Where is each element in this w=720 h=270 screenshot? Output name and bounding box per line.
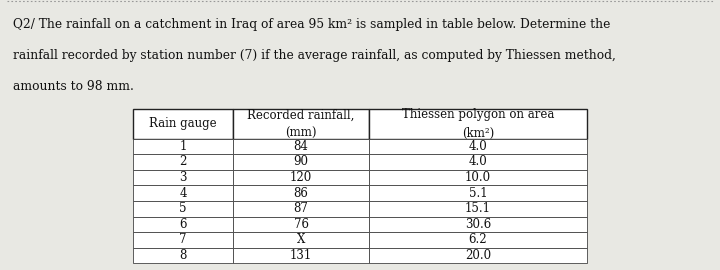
Text: 5: 5 [179,202,187,215]
Bar [133,232,233,248]
Text: Thiessen polygon on area: Thiessen polygon on area [402,108,554,121]
Bar [133,248,233,263]
Text: 90: 90 [294,156,309,168]
Text: Recorded rainfall,: Recorded rainfall, [248,108,355,121]
Bar [369,201,587,217]
Text: 6.2: 6.2 [469,233,487,247]
Text: 15.1: 15.1 [465,202,491,215]
Text: 8: 8 [179,249,186,262]
Text: 6: 6 [179,218,187,231]
Bar [233,109,369,139]
Text: 84: 84 [294,140,308,153]
Text: 2: 2 [179,156,186,168]
Bar [369,139,587,154]
Text: 86: 86 [294,187,308,200]
Bar [369,217,587,232]
Text: 20.0: 20.0 [465,249,491,262]
Text: 3: 3 [179,171,187,184]
Bar [369,170,587,185]
Bar [369,109,587,139]
Text: rainfall recorded by station number (7) if the average rainfall, as computed by : rainfall recorded by station number (7) … [13,49,616,62]
Text: 4.0: 4.0 [469,140,487,153]
Bar [233,232,369,248]
Text: X: X [297,233,305,247]
Bar [233,154,369,170]
Bar [233,248,369,263]
Bar [133,170,233,185]
Text: 7: 7 [179,233,187,247]
Bar [133,154,233,170]
Bar [233,139,369,154]
Bar [369,248,587,263]
Text: 30.6: 30.6 [465,218,491,231]
Text: (mm): (mm) [285,127,317,140]
Text: 131: 131 [290,249,312,262]
Bar [133,185,233,201]
Text: 76: 76 [294,218,309,231]
Text: 120: 120 [290,171,312,184]
Bar [369,185,587,201]
Bar [233,217,369,232]
Text: Rain gauge: Rain gauge [149,117,217,130]
Bar [233,201,369,217]
Bar [133,201,233,217]
Bar [233,185,369,201]
Bar [369,154,587,170]
Text: 1: 1 [179,140,186,153]
Text: Q2/ The rainfall on a catchment in Iraq of area 95 km² is sampled in table below: Q2/ The rainfall on a catchment in Iraq … [13,18,611,31]
Bar [133,139,233,154]
Text: 5.1: 5.1 [469,187,487,200]
Bar [369,232,587,248]
Bar [233,170,369,185]
Text: 4.0: 4.0 [469,156,487,168]
Bar [133,217,233,232]
Text: 4: 4 [179,187,187,200]
Text: 87: 87 [294,202,308,215]
Text: (km²): (km²) [462,127,494,140]
Bar [133,109,233,139]
Text: 10.0: 10.0 [465,171,491,184]
Text: amounts to 98 mm.: amounts to 98 mm. [13,80,134,93]
